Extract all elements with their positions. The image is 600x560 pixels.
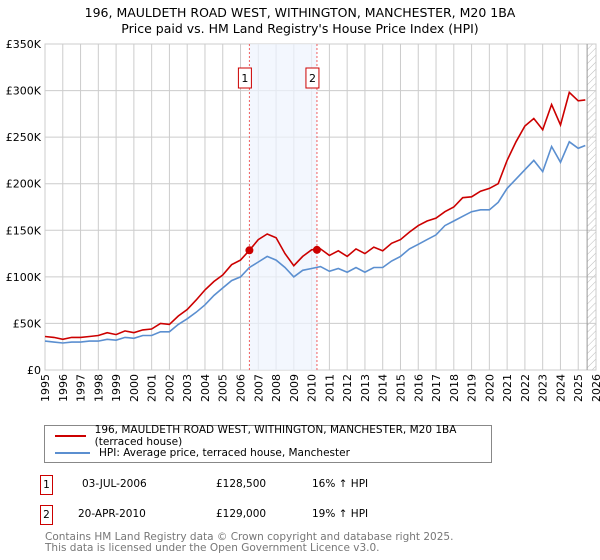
x-tick-label: 2006 — [235, 374, 248, 402]
x-tick-label: 2017 — [430, 374, 443, 402]
transaction-price: £128,500 — [216, 478, 267, 490]
y-tick-label: £200K — [6, 178, 42, 191]
shaded-range — [249, 44, 317, 370]
x-tick-label: 1997 — [75, 374, 88, 402]
footer-copyright: Contains HM Land Registry data © Crown c… — [45, 531, 454, 543]
x-tick-label: 2004 — [199, 374, 212, 402]
y-tick-label: £300K — [6, 85, 42, 98]
x-tick-label: 2023 — [537, 374, 550, 402]
legend-label: HPI: Average price, terraced house, Manc… — [99, 447, 350, 459]
x-tick-label: 1998 — [92, 374, 105, 402]
y-tick-label: £350K — [6, 38, 42, 51]
transaction-number: 2 — [40, 505, 53, 525]
plot-area — [44, 43, 597, 371]
legend: 196, MAULDETH ROAD WEST, WITHINGTON, MAN… — [44, 424, 492, 463]
x-tick-label: 2019 — [466, 374, 479, 402]
x-tick-label: 2010 — [306, 374, 319, 402]
chart-title: 196, MAULDETH ROAD WEST, WITHINGTON, MAN… — [84, 5, 516, 20]
sale-point — [245, 246, 254, 255]
x-tick-label: 2002 — [163, 374, 176, 402]
forecast-hatch — [587, 44, 596, 370]
transaction-number: 1 — [40, 475, 53, 495]
x-tick-label: 2020 — [483, 374, 496, 402]
x-tick-label: 2026 — [590, 374, 600, 402]
transaction-change: 16% ↑ HPI — [312, 478, 369, 490]
x-tick-label: 2025 — [572, 374, 585, 402]
x-tick-label: 2012 — [341, 374, 354, 402]
x-tick-label: 2008 — [270, 374, 283, 402]
footer-licence: This data is licensed under the Open Gov… — [45, 542, 380, 554]
x-tick-label: 2003 — [181, 374, 194, 402]
sale-label: 2 — [309, 72, 316, 85]
sale-label: 1 — [241, 72, 248, 85]
x-tick-label: 1999 — [110, 374, 123, 402]
y-tick-label: £150K — [6, 224, 42, 237]
x-tick-label: 2021 — [501, 374, 514, 402]
x-tick-label: 2001 — [146, 374, 159, 402]
x-tick-label: 2024 — [555, 374, 568, 402]
legend-item-hpi: HPI: Average price, terraced house, Manc… — [55, 445, 350, 461]
sale-point — [312, 245, 321, 254]
x-tick-label: 1995 — [39, 374, 52, 402]
y-tick-label: £250K — [6, 131, 42, 144]
y-tick-label: £0 — [27, 364, 41, 377]
sale-label-box — [305, 67, 320, 89]
x-tick-label: 2016 — [412, 374, 425, 402]
transaction-date: 03-JUL-2006 — [82, 478, 147, 490]
transaction-change: 19% ↑ HPI — [312, 508, 369, 520]
x-tick-label: 2015 — [395, 374, 408, 402]
grid — [44, 43, 597, 371]
x-tick-label: 2009 — [288, 374, 301, 402]
legend-swatch-red — [55, 435, 86, 437]
x-tick-label: 2014 — [377, 374, 390, 402]
x-tick-label: 2018 — [448, 374, 461, 402]
legend-item-property: 196, MAULDETH ROAD WEST, WITHINGTON, MAN… — [55, 424, 491, 448]
x-tick-label: 2000 — [128, 374, 141, 402]
legend-swatch-blue — [55, 452, 90, 454]
x-tick-label: 2005 — [217, 374, 230, 402]
x-tick-label: 2007 — [252, 374, 265, 402]
y-tick-label: £50K — [13, 317, 42, 330]
transaction-date: 20-APR-2010 — [78, 508, 146, 520]
chart-subtitle: Price paid vs. HM Land Registry's House … — [121, 21, 479, 36]
legend-label: 196, MAULDETH ROAD WEST, WITHINGTON, MAN… — [94, 424, 457, 448]
x-tick-label: 2022 — [519, 374, 532, 402]
x-tick-label: 2011 — [323, 374, 336, 402]
x-tick-label: 2013 — [359, 374, 372, 402]
y-tick-label: £100K — [6, 271, 42, 284]
axes: 1995 1996 1997 1998 1999 2000 2001 2002 2003 2004… — [6, 38, 600, 402]
x-tick-label: 1996 — [57, 374, 70, 402]
transaction-price: £129,000 — [216, 508, 267, 520]
shaded-period — [249, 44, 317, 370]
sale-label-box — [237, 67, 252, 89]
hpi-line — [44, 140, 586, 344]
